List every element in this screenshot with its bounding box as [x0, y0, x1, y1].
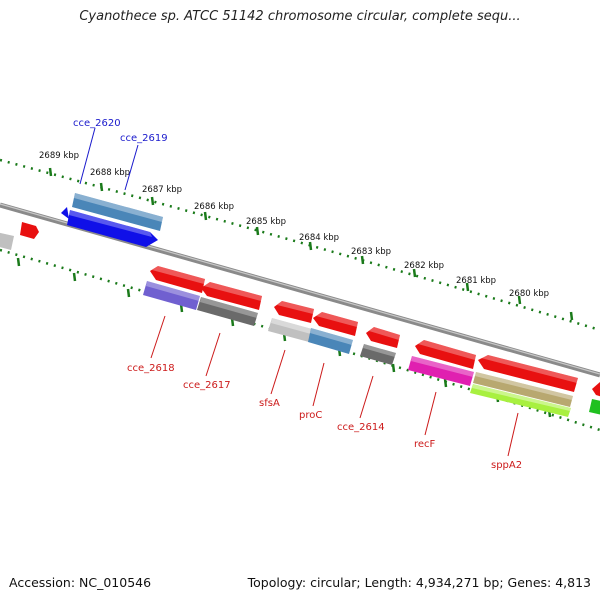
tick-mark [150, 196, 155, 206]
gene-red-3[interactable] [274, 301, 314, 323]
label-proC[interactable]: proC [299, 410, 322, 421]
kbp-label: 2683 kbp [351, 247, 391, 257]
gene-left-gray[interactable] [0, 232, 14, 250]
gene-sppA2[interactable] [470, 384, 571, 417]
tick-mark [99, 182, 104, 192]
gene-right-red[interactable] [592, 382, 600, 398]
gene-cce-2619[interactable] [67, 210, 158, 247]
gene-sppA2-khaki[interactable] [473, 372, 573, 407]
gene-right-green[interactable] [589, 399, 600, 416]
tick-mark [126, 288, 131, 298]
gene-cce-2618-red[interactable] [150, 266, 205, 293]
label-sfsA[interactable]: sfsA [259, 398, 280, 409]
gene-red-4[interactable] [313, 312, 358, 336]
tick-mark [255, 226, 260, 236]
kbp-label: 2684 kbp [299, 233, 339, 243]
gene-cce-2614[interactable] [360, 344, 396, 365]
inner-ruler [0, 248, 600, 432]
kbp-label: 2689 kbp [39, 151, 79, 161]
map-title: Cyanothece sp. ATCC 51142 chromosome cir… [79, 9, 521, 24]
tick-mark [391, 363, 396, 373]
gene-left-forward-red-2[interactable] [20, 222, 39, 239]
gene-small-blue[interactable] [61, 207, 69, 219]
kbp-label: 2680 kbp [509, 289, 549, 299]
label-cce-2619[interactable]: cce_2619 [120, 133, 168, 144]
tick-mark [569, 311, 574, 321]
gene-red-6[interactable] [415, 340, 476, 369]
tick-mark [517, 295, 522, 305]
label-recF[interactable]: recF [414, 439, 436, 450]
tick-mark [203, 211, 208, 221]
tick-mark [72, 272, 77, 282]
outer-ruler [0, 158, 600, 332]
label-cce-2620[interactable]: cce_2620 [73, 118, 121, 129]
gene-sfsA[interactable] [268, 318, 312, 342]
label-leaders [79, 127, 519, 457]
kbp-label: 2687 kbp [142, 185, 182, 195]
label-cce-2618[interactable]: cce_2618 [127, 363, 175, 374]
gene-red-2[interactable] [201, 282, 262, 310]
tick-mark [412, 268, 417, 278]
tick-mark [16, 257, 21, 267]
kbp-label: 2686 kbp [194, 202, 234, 212]
kbp-label: 2685 kbp [246, 217, 286, 227]
label-sppA2[interactable]: sppA2 [491, 460, 522, 471]
tick-mark [465, 282, 470, 292]
gene-cce-2617[interactable] [197, 297, 258, 326]
tick-mark [48, 167, 53, 177]
tick-mark [443, 378, 448, 388]
kbp-labels: 2689 kbp 2688 kbp 2687 kbp 2686 kbp 2685 kbp… [39, 151, 549, 299]
kbp-label: 2682 kbp [404, 261, 444, 271]
gene-labels: cce_2620 cce_2619 cce_2618 cce_2617 sfsA… [73, 118, 522, 471]
gene-cce-2620[interactable] [72, 193, 163, 231]
gene-red-7[interactable] [478, 355, 578, 392]
kbp-label: 2688 kbp [90, 168, 130, 178]
kbp-label: 2681 kbp [456, 276, 496, 286]
tick-mark [360, 255, 365, 265]
gene-proC[interactable] [308, 328, 353, 354]
reverse-genes [143, 266, 600, 417]
tick-mark [308, 241, 313, 251]
topology-text: Topology: circular; Length: 4,934,271 bp… [247, 575, 591, 590]
gene-red-5[interactable] [366, 327, 400, 348]
label-cce-2617[interactable]: cce_2617 [183, 380, 231, 391]
forward-genes [0, 193, 163, 250]
gene-cce-2618[interactable] [143, 281, 200, 310]
gene-recF[interactable] [408, 356, 474, 386]
label-cce-2614[interactable]: cce_2614 [337, 422, 385, 433]
accession-text: Accession: NC_010546 [9, 575, 152, 590]
